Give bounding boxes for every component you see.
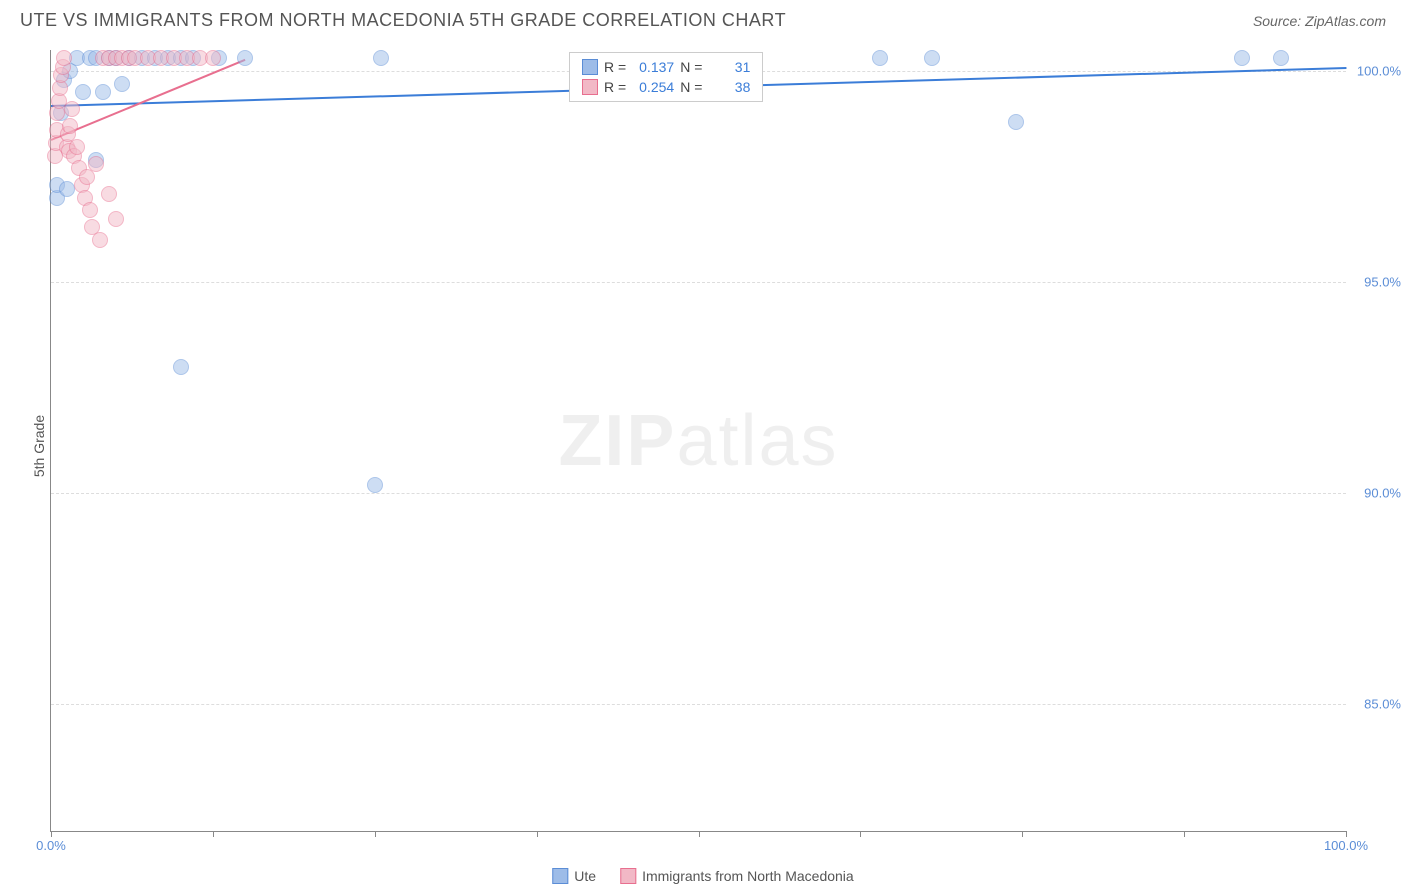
data-point [205,50,221,66]
stat-r-value: 0.254 [632,79,674,95]
legend-swatch [582,59,598,75]
watermark-bold: ZIP [558,401,676,481]
x-tick [1346,831,1347,837]
data-point [237,50,253,66]
data-point [88,156,104,172]
stat-r-label: R = [604,59,626,75]
data-point [95,84,111,100]
data-point [92,232,108,248]
y-tick-label: 100.0% [1357,64,1401,79]
legend-swatch [620,868,636,884]
chart-plot-area: ZIPatlas 100.0%95.0%90.0%85.0%0.0%100.0%… [50,50,1346,832]
stat-r-label: R = [604,79,626,95]
x-tick [860,831,861,837]
y-axis-label: 5th Grade [31,415,47,477]
data-point [1273,50,1289,66]
gridline [51,704,1346,705]
data-point [101,186,117,202]
y-tick-label: 85.0% [1364,697,1401,712]
stat-n-label: N = [680,79,702,95]
legend-stats-row: R = 0.137 N = 31 [570,57,762,77]
data-point [367,477,383,493]
legend-stats: R = 0.137 N = 31 R = 0.254 N = 38 [569,52,763,102]
chart-title: UTE VS IMMIGRANTS FROM NORTH MACEDONIA 5… [20,10,786,31]
chart-source: Source: ZipAtlas.com [1253,13,1386,29]
watermark-light: atlas [676,401,838,481]
data-point [872,50,888,66]
x-tick [1022,831,1023,837]
chart-header: UTE VS IMMIGRANTS FROM NORTH MACEDONIA 5… [0,0,1406,31]
stat-n-value: 31 [708,59,750,75]
legend-swatch [552,868,568,884]
x-tick [1184,831,1185,837]
legend-item: Ute [552,868,596,884]
stat-n-label: N = [680,59,702,75]
x-tick-label: 100.0% [1324,838,1368,853]
watermark: ZIPatlas [558,400,838,482]
legend-swatch [582,79,598,95]
data-point [114,76,130,92]
x-tick [375,831,376,837]
gridline [51,282,1346,283]
y-tick-label: 90.0% [1364,486,1401,501]
data-point [924,50,940,66]
data-point [56,50,72,66]
legend-bottom: Ute Immigrants from North Macedonia [552,868,853,884]
data-point [75,84,91,100]
data-point [82,202,98,218]
legend-label: Ute [574,868,596,884]
legend-label: Immigrants from North Macedonia [642,868,854,884]
x-tick [51,831,52,837]
data-point [108,211,124,227]
data-point [173,359,189,375]
legend-item: Immigrants from North Macedonia [620,868,854,884]
data-point [59,181,75,197]
x-tick [699,831,700,837]
stat-r-value: 0.137 [632,59,674,75]
x-tick [213,831,214,837]
data-point [1234,50,1250,66]
y-tick-label: 95.0% [1364,275,1401,290]
data-point [62,118,78,134]
data-point [69,139,85,155]
gridline [51,493,1346,494]
data-point [64,101,80,117]
data-point [373,50,389,66]
x-tick-label: 0.0% [36,838,66,853]
x-tick [537,831,538,837]
legend-stats-row: R = 0.254 N = 38 [570,77,762,97]
data-point [1008,114,1024,130]
stat-n-value: 38 [708,79,750,95]
